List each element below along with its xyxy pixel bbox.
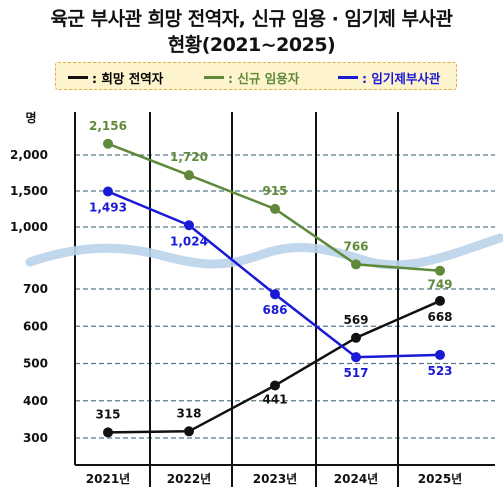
- y-tick-label-7: 300: [23, 431, 48, 445]
- data-point-s1-0: [103, 138, 113, 149]
- x-tick-label-3: 2024년: [334, 472, 378, 486]
- data-label-s1-4: 749: [427, 278, 452, 292]
- data-point-s2-1: [184, 220, 194, 231]
- legend-swatch-series1: [68, 76, 88, 79]
- y-tick-label-2: 1,000: [10, 220, 48, 234]
- data-point-s2-4: [435, 349, 445, 360]
- data-label-s2-2: 686: [262, 303, 287, 317]
- y-tick-label-6: 400: [23, 394, 48, 408]
- data-point-s2-0: [103, 186, 113, 197]
- legend-label-series1: : 희망 전역자: [92, 71, 164, 86]
- data-label-s1-1: 1,720: [170, 150, 208, 164]
- data-label-s0-0: 315: [95, 407, 120, 421]
- data-point-s0-2: [270, 380, 280, 391]
- data-label-s1-2: 915: [262, 184, 287, 198]
- data-label-s2-0: 1,493: [89, 201, 127, 215]
- y-tick-label-5: 500: [23, 357, 48, 371]
- data-point-s1-2: [270, 203, 280, 214]
- data-label-s0-4: 668: [427, 310, 452, 324]
- legend-label-series3: : 임기제부사관: [362, 71, 441, 86]
- y-tick-label-0: 2,000: [10, 148, 48, 162]
- data-point-s2-2: [270, 289, 280, 300]
- data-label-s0-3: 569: [343, 313, 368, 327]
- series-line-0: [107, 299, 441, 434]
- legend-swatch-series2: [204, 76, 224, 79]
- chart-title-line2: 현황(2021~2025): [167, 34, 336, 56]
- legend-label-series2: : 신규 임용자: [228, 71, 300, 86]
- data-point-s0-1: [184, 426, 194, 437]
- data-label-s2-1: 1,024: [170, 234, 208, 248]
- data-point-s0-4: [435, 295, 445, 306]
- data-label-s0-1: 318: [176, 406, 201, 420]
- data-point-s1-4: [435, 265, 445, 276]
- data-label-s2-3: 517: [343, 366, 368, 380]
- legend-item-series2: : 신규 임용자: [204, 68, 299, 87]
- data-label-s2-4: 523: [427, 364, 452, 378]
- data-label-s1-0: 2,156: [89, 119, 127, 133]
- axis-break-band: [25, 233, 503, 270]
- legend: : 희망 전역자 : 신규 임용자 : 임기제부사관: [55, 62, 457, 90]
- data-label-s0-2: 441: [262, 392, 287, 406]
- x-tick-label-4: 2025년: [418, 472, 462, 486]
- data-point-s2-3: [351, 352, 361, 363]
- legend-item-series3: : 임기제부사관: [338, 68, 440, 87]
- y-axis-unit: 명: [25, 111, 36, 125]
- x-tick-label-1: 2022년: [167, 472, 211, 486]
- x-tick-label-2: 2023년: [253, 472, 297, 486]
- data-point-s1-3: [351, 259, 361, 270]
- data-point-s0-3: [351, 332, 361, 343]
- x-tick-label-0: 2021년: [86, 472, 130, 486]
- data-point-s1-1: [184, 170, 194, 181]
- data-point-s0-0: [103, 427, 113, 438]
- y-tick-label-1: 1,500: [10, 184, 48, 198]
- chart-title-line1: 육군 부사관 희망 전역자, 신규 임용 · 임기제 부사관: [50, 8, 453, 30]
- series-line-2: [107, 190, 441, 359]
- y-tick-label-4: 600: [23, 319, 48, 333]
- data-label-s1-3: 766: [343, 239, 368, 253]
- legend-item-series1: : 희망 전역자: [68, 68, 163, 87]
- y-tick-label-3: 700: [23, 282, 48, 296]
- legend-swatch-series3: [338, 76, 358, 79]
